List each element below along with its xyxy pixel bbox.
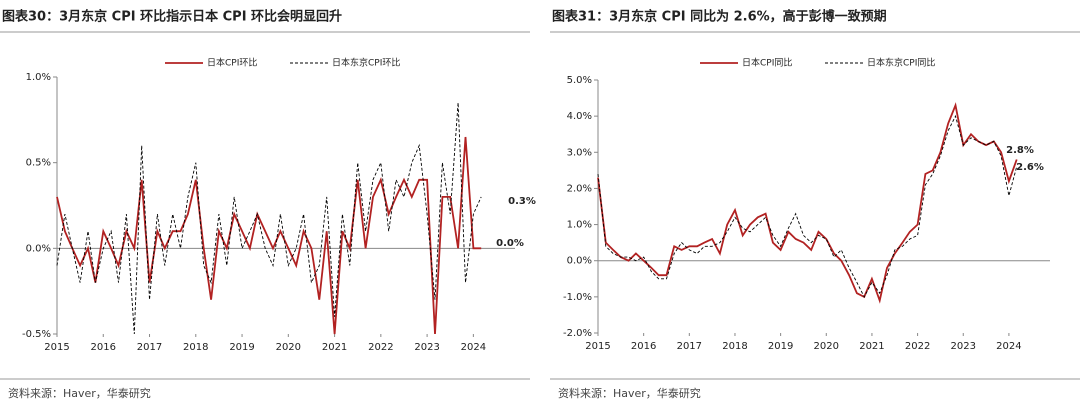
annotation: 2.8% xyxy=(1006,145,1034,156)
y-tick-label: 1.0% xyxy=(26,72,51,83)
x-tick-label: 2024 xyxy=(461,342,486,353)
x-tick-label: 2023 xyxy=(951,341,976,352)
annotation: 0.0% xyxy=(496,238,524,249)
legend-label: 日本CPI环比 xyxy=(207,57,257,69)
x-tick-label: 2023 xyxy=(414,342,439,353)
x-tick-label: 2022 xyxy=(368,342,393,353)
y-tick-label: 0.0% xyxy=(26,243,51,254)
x-tick-label: 2020 xyxy=(276,342,301,353)
y-tick-label: 3.0% xyxy=(567,147,592,158)
legend-label: 日本CPI同比 xyxy=(742,57,792,69)
chart-title: 图表30：3月东京 CPI 环比指示日本 CPI 环比会明显回升 xyxy=(2,9,342,25)
x-tick-label: 2017 xyxy=(677,341,702,352)
y-tick-label: 4.0% xyxy=(567,111,592,122)
x-tick-label: 2018 xyxy=(183,342,208,353)
series-line xyxy=(56,136,482,335)
y-tick-label: 0.5% xyxy=(26,158,51,169)
y-tick-label: 5.0% xyxy=(567,75,592,86)
source: 资料来源：Haver，华泰研究 xyxy=(558,386,701,400)
series-line xyxy=(56,102,482,335)
chart-title: 图表31：3月东京 CPI 同比为 2.6%，高于彭博一致预期 xyxy=(552,9,887,25)
y-tick-label: -2.0% xyxy=(563,328,592,339)
series-line xyxy=(597,114,1018,298)
annotation: 0.3% xyxy=(508,196,536,207)
series-line xyxy=(597,102,1018,304)
x-tick-label: 2015 xyxy=(44,342,69,353)
y-tick-label: -1.0% xyxy=(563,292,592,303)
x-tick-label: 2019 xyxy=(229,342,254,353)
legend-label: 日本东京CPI同比 xyxy=(867,57,935,69)
y-tick-label: 1.0% xyxy=(567,220,592,231)
x-tick-label: 2021 xyxy=(859,341,884,352)
x-tick-label: 2018 xyxy=(722,341,747,352)
source: 资料来源：Haver，华泰研究 xyxy=(8,386,151,400)
y-tick-label: -0.5% xyxy=(22,329,51,340)
x-tick-label: 2015 xyxy=(585,341,610,352)
x-tick-label: 2022 xyxy=(905,341,930,352)
x-tick-label: 2024 xyxy=(996,341,1021,352)
legend-label: 日本东京CPI环比 xyxy=(332,57,400,69)
x-tick-label: 2021 xyxy=(322,342,347,353)
x-tick-label: 2016 xyxy=(631,341,656,352)
x-tick-label: 2020 xyxy=(814,341,839,352)
x-tick-label: 2019 xyxy=(768,341,793,352)
x-tick-label: 2017 xyxy=(137,342,162,353)
annotation: 2.6% xyxy=(1016,162,1044,173)
x-tick-label: 2016 xyxy=(91,342,116,353)
y-tick-label: 2.0% xyxy=(567,183,592,194)
y-tick-label: 0.0% xyxy=(567,256,592,267)
